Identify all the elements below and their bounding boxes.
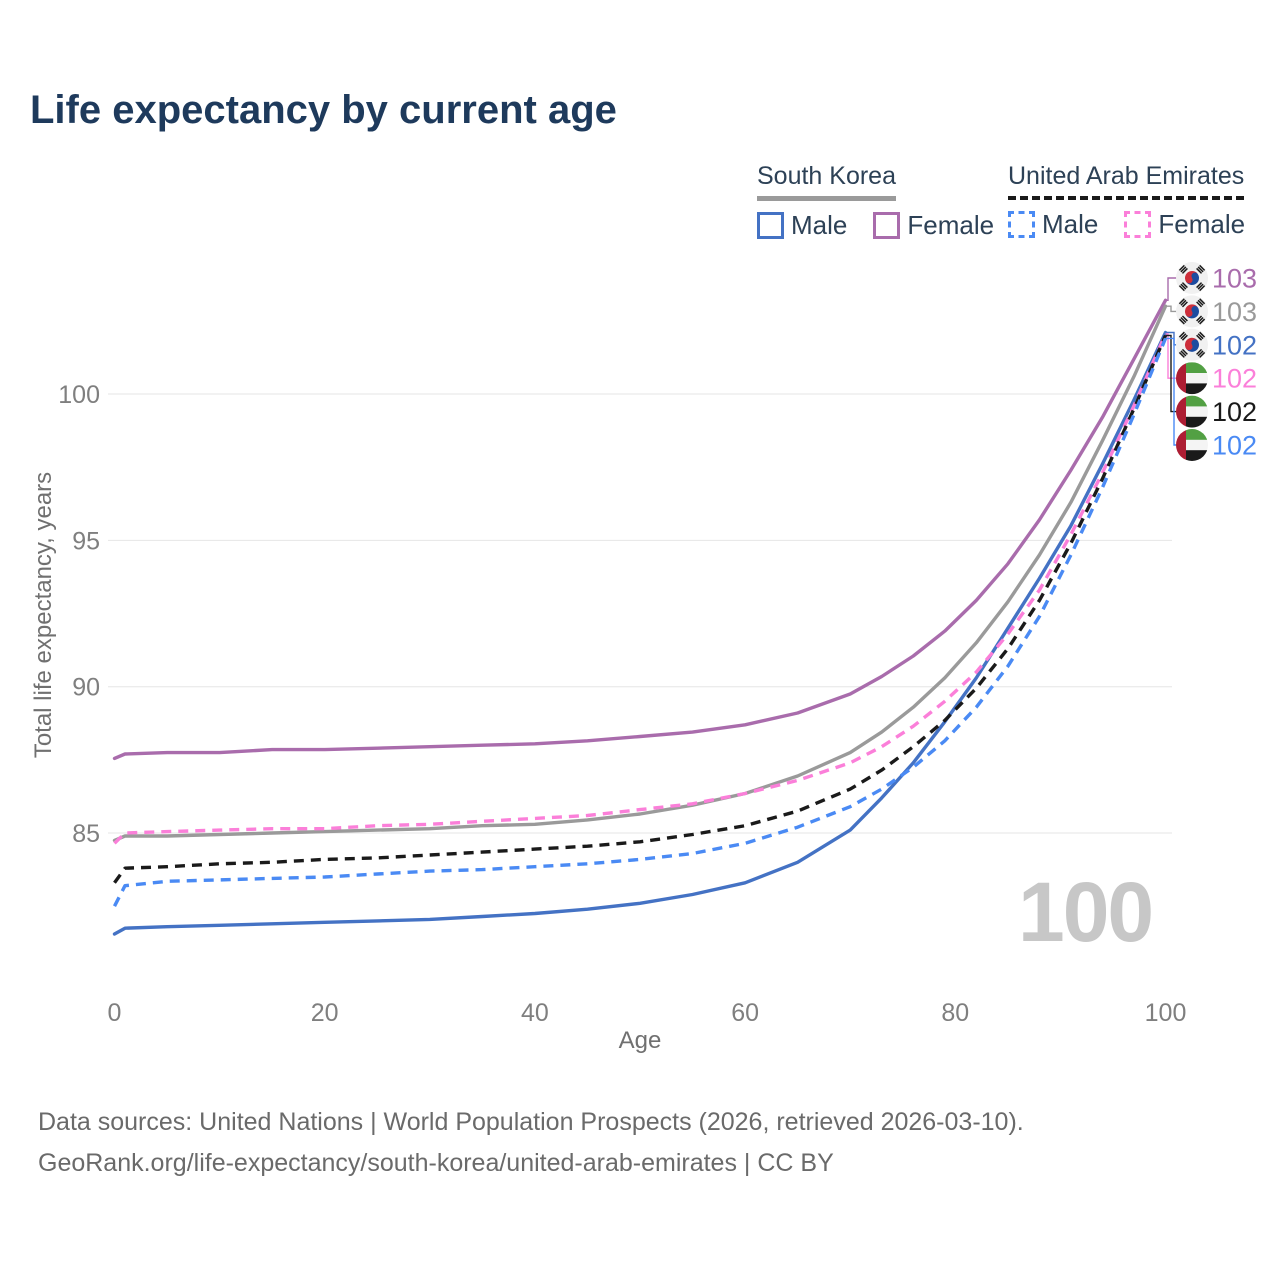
flag-ae-icon — [1176, 429, 1208, 461]
x-tick-label-0: 0 — [108, 999, 122, 1027]
footer-data-sources: Data sources: United Nations | World Pop… — [38, 1108, 1024, 1136]
series-line-uae-both[interactable] — [113, 334, 1168, 884]
legend-country-united-arab-emirates[interactable]: United Arab Emirates — [1008, 162, 1245, 200]
legend-item-label: Male — [1042, 209, 1099, 239]
legend-group-united-arab-emirates: United Arab Emirates Male Female — [1008, 162, 1245, 240]
legend-swatch-icon — [757, 212, 784, 239]
legend-swatch-icon — [873, 212, 901, 239]
series-line-south-korea-both[interactable] — [112, 304, 1168, 843]
legend-country-south-korea[interactable]: South Korea — [757, 162, 896, 201]
end-label-south-korea-male[interactable]: 102 — [1212, 330, 1257, 360]
series-line-south-korea-female[interactable] — [112, 298, 1168, 761]
series-lines — [112, 298, 1168, 936]
series-line-uae-male[interactable] — [112, 337, 1168, 907]
label-connector-south-korea-both — [1165, 305, 1180, 313]
flag-kr-icon — [1176, 262, 1208, 294]
end-label-uae-male[interactable]: 102 — [1212, 431, 1257, 461]
end-label-south-korea-both[interactable]: 103 — [1212, 297, 1257, 327]
page-title: Life expectancy by current age — [30, 88, 617, 132]
age-watermark: 100 — [1018, 865, 1154, 959]
series-line-uae-female[interactable] — [113, 333, 1168, 845]
end-label-uae-female[interactable]: 102 — [1212, 364, 1257, 394]
end-label-south-korea-female[interactable]: 103 — [1212, 264, 1257, 294]
legend-swatch-icon — [1008, 211, 1035, 238]
y-axis-title: Total life expectancy, years — [30, 471, 57, 759]
legend-item-united-arab-emirates-female[interactable]: Female — [1124, 209, 1245, 240]
legend-item-label: Male — [791, 210, 848, 240]
legend-item-south-korea-male[interactable]: Male — [757, 210, 847, 241]
flag-ae-icon — [1176, 396, 1208, 428]
x-tick-label-60: 60 — [731, 999, 759, 1027]
y-tick-label-95: 95 — [72, 527, 100, 555]
legend-item-south-korea-female[interactable]: Female — [873, 210, 994, 241]
legend-item-label: Female — [907, 210, 995, 240]
x-tick-label-20: 20 — [311, 999, 339, 1027]
y-tick-label-90: 90 — [72, 674, 100, 702]
flag-ae-icon — [1176, 362, 1208, 394]
end-label-uae-both[interactable]: 102 — [1212, 397, 1257, 427]
flag-kr-icon — [1176, 295, 1208, 328]
legend-group-south-korea: South Korea Male Female — [757, 162, 994, 241]
y-tick-label-100: 100 — [58, 381, 100, 409]
x-tick-label-80: 80 — [941, 999, 969, 1027]
legend-item-label: Female — [1158, 209, 1246, 239]
series-line-south-korea-male[interactable] — [112, 330, 1168, 936]
flag-kr-icon — [1176, 328, 1208, 361]
y-tick-label-85: 85 — [72, 820, 100, 848]
x-tick-label-40: 40 — [521, 999, 549, 1027]
x-tick-label-100: 100 — [1145, 999, 1187, 1027]
x-axis-title: Age — [618, 1027, 662, 1054]
footer-citation-link: GeoRank.org/life-expectancy/south-korea/… — [38, 1149, 834, 1177]
footer: Data sources: United Nations | World Pop… — [38, 1102, 1024, 1184]
legend-item-united-arab-emirates-male[interactable]: Male — [1008, 209, 1098, 240]
label-connector-uae-both — [1165, 334, 1180, 413]
label-connector-south-korea-female — [1165, 277, 1180, 301]
legend-swatch-icon — [1124, 211, 1152, 238]
